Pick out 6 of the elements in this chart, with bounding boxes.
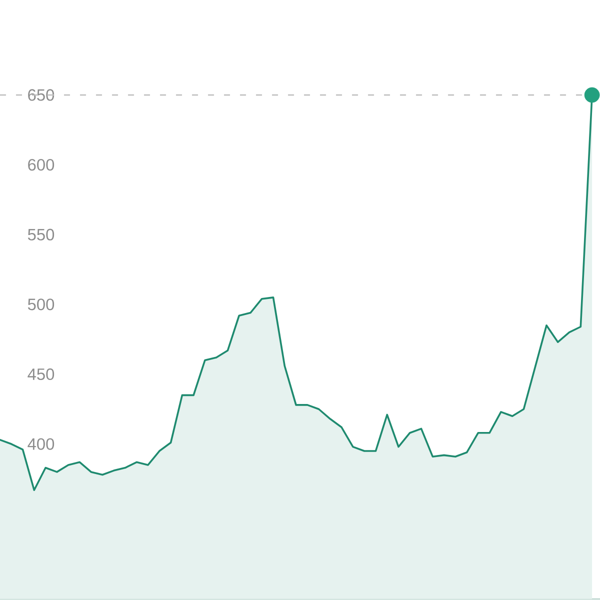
y-tick-label: 650 bbox=[28, 89, 54, 101]
y-tick-label: 500 bbox=[28, 298, 54, 310]
y-tick-label: 600 bbox=[28, 158, 54, 171]
y-tick-label: 550 bbox=[28, 228, 54, 240]
y-tick-label: 400 bbox=[28, 438, 54, 450]
y-tick-label: 450 bbox=[28, 368, 54, 380]
